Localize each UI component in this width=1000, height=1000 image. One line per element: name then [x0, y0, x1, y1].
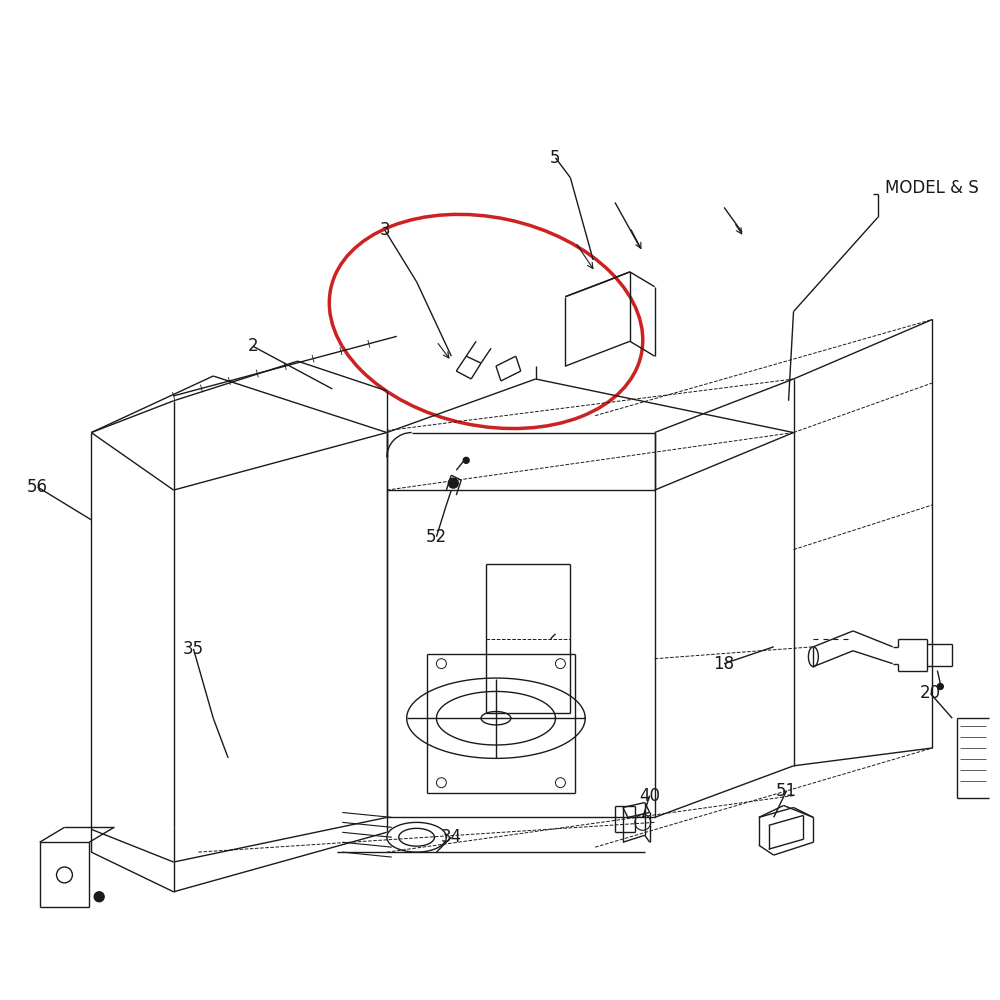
Text: 18: 18 — [714, 655, 735, 673]
Circle shape — [94, 892, 104, 902]
Circle shape — [463, 457, 469, 463]
Text: 20: 20 — [920, 684, 941, 702]
Text: 5: 5 — [550, 149, 561, 167]
Text: MODEL & S: MODEL & S — [885, 179, 979, 197]
Text: 52: 52 — [426, 528, 447, 546]
Text: 40: 40 — [639, 787, 660, 805]
Circle shape — [937, 684, 943, 689]
Text: 35: 35 — [183, 640, 204, 658]
Text: 51: 51 — [776, 782, 797, 800]
Text: 34: 34 — [441, 828, 462, 846]
Text: 56: 56 — [27, 478, 48, 496]
Text: 3: 3 — [380, 221, 390, 239]
Text: 2: 2 — [248, 337, 258, 355]
Circle shape — [448, 478, 458, 488]
